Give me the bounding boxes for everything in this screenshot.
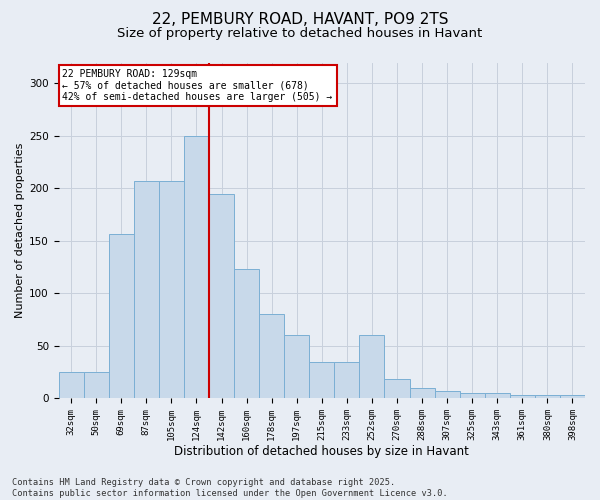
Bar — [410, 388, 434, 398]
Bar — [485, 393, 510, 398]
Text: 22, PEMBURY ROAD, HAVANT, PO9 2TS: 22, PEMBURY ROAD, HAVANT, PO9 2TS — [152, 12, 448, 28]
Bar — [159, 181, 184, 398]
X-axis label: Distribution of detached houses by size in Havant: Distribution of detached houses by size … — [175, 444, 469, 458]
Bar — [385, 380, 410, 398]
Text: Size of property relative to detached houses in Havant: Size of property relative to detached ho… — [118, 28, 482, 40]
Bar — [234, 270, 259, 398]
Bar — [59, 372, 84, 398]
Bar — [284, 336, 309, 398]
Bar — [334, 362, 359, 399]
Bar — [309, 362, 334, 399]
Bar — [460, 393, 485, 398]
Bar — [109, 234, 134, 398]
Bar — [510, 395, 535, 398]
Bar — [359, 336, 385, 398]
Bar — [535, 395, 560, 398]
Bar — [84, 372, 109, 398]
Y-axis label: Number of detached properties: Number of detached properties — [15, 142, 25, 318]
Bar — [184, 136, 209, 398]
Text: 22 PEMBURY ROAD: 129sqm
← 57% of detached houses are smaller (678)
42% of semi-d: 22 PEMBURY ROAD: 129sqm ← 57% of detache… — [62, 69, 332, 102]
Bar — [434, 391, 460, 398]
Bar — [134, 181, 159, 398]
Text: Contains HM Land Registry data © Crown copyright and database right 2025.
Contai: Contains HM Land Registry data © Crown c… — [12, 478, 448, 498]
Bar — [259, 314, 284, 398]
Bar — [209, 194, 234, 398]
Bar — [560, 395, 585, 398]
